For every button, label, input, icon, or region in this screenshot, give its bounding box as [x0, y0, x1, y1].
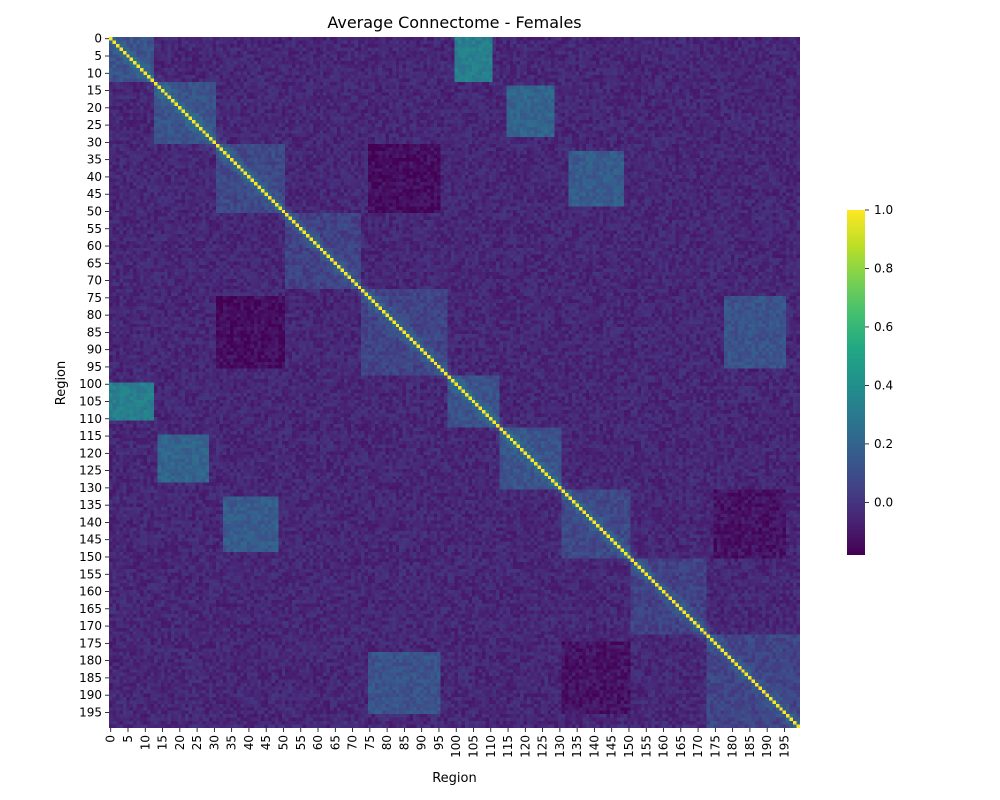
colorbar-tick-label: 0.6 [874, 320, 893, 334]
colorbar-tick-label: 0.2 [874, 437, 893, 451]
colorbar-ticks: 1.0 0.8 0.6 0.4 0.2 0.0 [865, 203, 893, 509]
y-tick-label: 70 [87, 274, 102, 288]
x-tick-label: 175 [708, 735, 722, 758]
x-tick-label: 155 [639, 735, 653, 758]
y-tick-label: 185 [79, 671, 102, 685]
y-tick-label: 90 [87, 343, 102, 357]
x-tick-label: 120 [518, 735, 532, 758]
x-tick-label: 40 [242, 735, 256, 750]
y-tick-label: 75 [87, 291, 102, 305]
y-tick-label: 40 [87, 170, 102, 184]
colorbar-tick-label: 0.0 [874, 495, 893, 509]
x-tick-label: 100 [449, 735, 463, 758]
y-tick-label: 55 [87, 222, 102, 236]
y-tick-label: 25 [87, 118, 102, 132]
connectivity-matrix [109, 37, 800, 728]
y-tick-label: 105 [79, 395, 102, 409]
y-tick-label: 35 [87, 153, 102, 167]
y-tick-label: 180 [79, 654, 102, 668]
y-tick-label: 15 [87, 84, 102, 98]
y-tick-label: 45 [87, 187, 102, 201]
y-tick-label: 110 [79, 412, 102, 426]
y-tick-label: 20 [87, 101, 102, 115]
colorbar-tick-label: 0.8 [874, 261, 893, 275]
y-tick-label: 120 [79, 446, 102, 460]
x-tick-label: 45 [259, 735, 273, 750]
x-tick-label: 150 [622, 735, 636, 758]
y-tick-label: 100 [79, 377, 102, 391]
x-tick-label: 65 [328, 735, 342, 750]
x-tick-label: 10 [138, 735, 152, 750]
y-axis-ticks: 0 5 10 15 20 25 30 35 40 45 50 55 60 65 70 75 80 85 90 95 10… [79, 32, 109, 719]
x-tick-label: 165 [674, 735, 688, 758]
x-tick-label: 170 [691, 735, 705, 758]
x-tick-label: 85 [397, 735, 411, 750]
x-axis-ticks: 0 5 10 15 20 25 30 35 40 45 50 55 60 65 70 75 80 85 90 95 10… [104, 728, 791, 758]
y-tick-label: 0 [94, 32, 102, 46]
x-tick-label: 5 [121, 735, 135, 743]
x-tick-label: 180 [726, 735, 740, 758]
x-tick-label: 130 [553, 735, 567, 758]
colorbar-tick-label: 0.4 [874, 378, 893, 392]
x-tick-label: 110 [484, 735, 498, 758]
x-tick-label: 160 [657, 735, 671, 758]
x-tick-label: 190 [760, 735, 774, 758]
x-tick-label: 15 [156, 735, 170, 750]
y-tick-label: 135 [79, 498, 102, 512]
x-tick-label: 25 [190, 735, 204, 750]
x-axis-label: Region [432, 771, 477, 786]
x-tick-label: 140 [587, 735, 601, 758]
y-tick-label: 160 [79, 585, 102, 599]
y-tick-label: 60 [87, 239, 102, 253]
chart-title: Average Connectome - Females [327, 13, 581, 32]
y-tick-label: 10 [87, 66, 102, 80]
colorbar-tick-label: 1.0 [874, 203, 893, 217]
y-tick-label: 150 [79, 550, 102, 564]
y-tick-label: 130 [79, 481, 102, 495]
y-tick-label: 115 [79, 429, 102, 443]
y-tick-label: 80 [87, 308, 102, 322]
x-tick-label: 20 [173, 735, 187, 750]
x-tick-label: 75 [363, 735, 377, 750]
x-tick-label: 30 [207, 735, 221, 750]
x-tick-label: 145 [605, 735, 619, 758]
x-tick-label: 125 [536, 735, 550, 758]
x-tick-label: 60 [311, 735, 325, 750]
x-tick-label: 0 [104, 735, 118, 743]
x-tick-label: 95 [432, 735, 446, 750]
y-tick-label: 65 [87, 256, 102, 270]
y-tick-label: 170 [79, 619, 102, 633]
y-tick-label: 155 [79, 567, 102, 581]
y-tick-label: 190 [79, 688, 102, 702]
y-tick-label: 5 [94, 49, 102, 63]
y-tick-label: 30 [87, 135, 102, 149]
y-axis-label: Region [54, 361, 69, 406]
x-tick-label: 185 [743, 735, 757, 758]
y-tick-label: 165 [79, 602, 102, 616]
x-tick-label: 135 [570, 735, 584, 758]
y-tick-label: 175 [79, 636, 102, 650]
x-tick-label: 35 [225, 735, 239, 750]
x-tick-label: 90 [415, 735, 429, 750]
x-tick-label: 80 [380, 735, 394, 750]
x-tick-label: 55 [294, 735, 308, 750]
y-tick-label: 145 [79, 533, 102, 547]
x-tick-label: 105 [467, 735, 481, 758]
x-tick-label: 70 [346, 735, 360, 750]
x-tick-label: 50 [276, 735, 290, 750]
colorbar [847, 210, 865, 555]
y-tick-label: 95 [87, 360, 102, 374]
x-tick-label: 195 [777, 735, 791, 758]
y-tick-label: 50 [87, 204, 102, 218]
y-tick-label: 195 [79, 705, 102, 719]
x-tick-label: 115 [501, 735, 515, 758]
y-tick-label: 140 [79, 515, 102, 529]
y-tick-label: 125 [79, 464, 102, 478]
y-tick-label: 85 [87, 325, 102, 339]
